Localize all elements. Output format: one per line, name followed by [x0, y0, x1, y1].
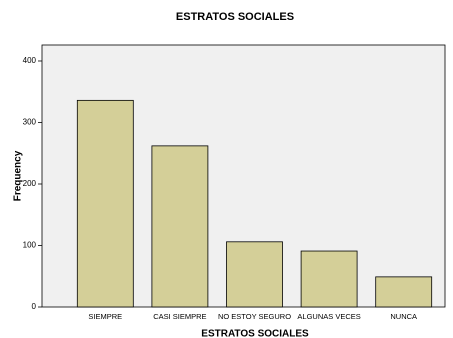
x-axis-title: ESTRATOS SOCIALES [201, 329, 309, 338]
bar [226, 241, 283, 308]
y-tick-label: 400 [23, 56, 37, 65]
bar [151, 145, 209, 308]
bar [76, 99, 134, 308]
chart-title: ESTRATOS SOCIALES [176, 11, 294, 23]
x-tick-label: CASI SIEMPRE [153, 312, 206, 321]
y-tick-label: 200 [23, 179, 37, 188]
y-tick-label: 300 [23, 118, 37, 127]
y-axis-title: Frequency [13, 150, 24, 201]
y-tick-label: 100 [23, 241, 37, 250]
x-tick-label: ALGUNAS VECES [297, 312, 360, 321]
x-tick-label: SIEMPRE [88, 312, 122, 321]
x-tick-label: NO ESTOY SEGURO [218, 312, 291, 321]
bar [375, 276, 433, 308]
x-tick-label: NUNCA [390, 312, 417, 321]
y-tick-label: 0 [32, 302, 37, 311]
bar [300, 250, 358, 308]
